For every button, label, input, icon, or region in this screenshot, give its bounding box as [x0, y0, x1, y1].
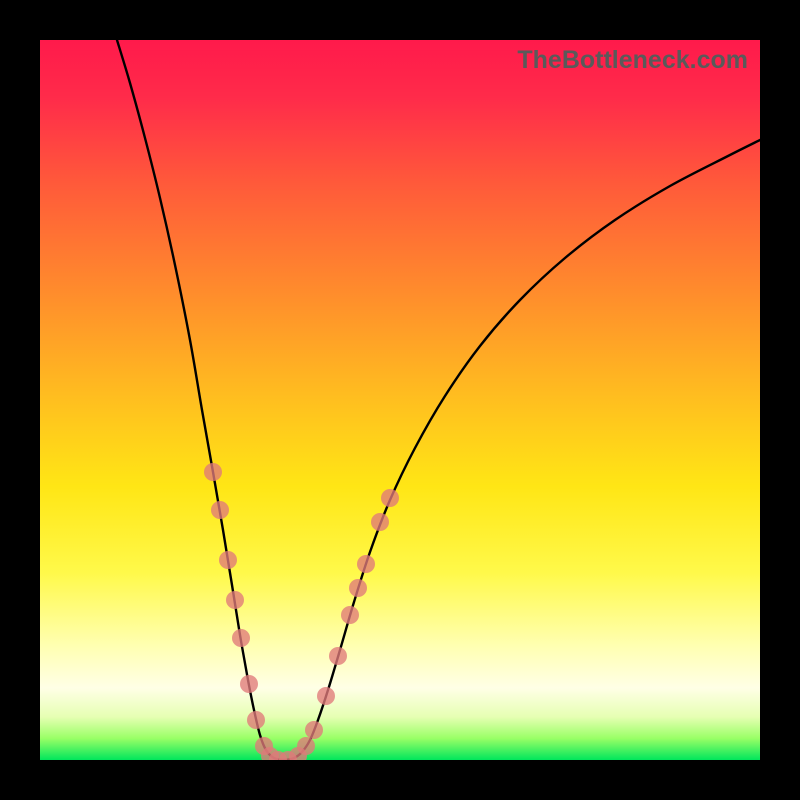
curve-marker [247, 711, 265, 729]
plot-area: TheBottleneck.com [40, 40, 760, 760]
curve-marker [349, 579, 367, 597]
curve-marker [211, 501, 229, 519]
curve-marker [329, 647, 347, 665]
curve-marker [305, 721, 323, 739]
curve-marker [240, 675, 258, 693]
curve-marker [317, 687, 335, 705]
curve-layer [40, 40, 760, 760]
curve-marker [204, 463, 222, 481]
curve-marker [371, 513, 389, 531]
bottleneck-curve [117, 40, 760, 760]
curve-marker [219, 551, 237, 569]
curve-marker [381, 489, 399, 507]
curve-marker [357, 555, 375, 573]
curve-marker [232, 629, 250, 647]
curve-marker [226, 591, 244, 609]
curve-marker [341, 606, 359, 624]
curve-marker [297, 737, 315, 755]
